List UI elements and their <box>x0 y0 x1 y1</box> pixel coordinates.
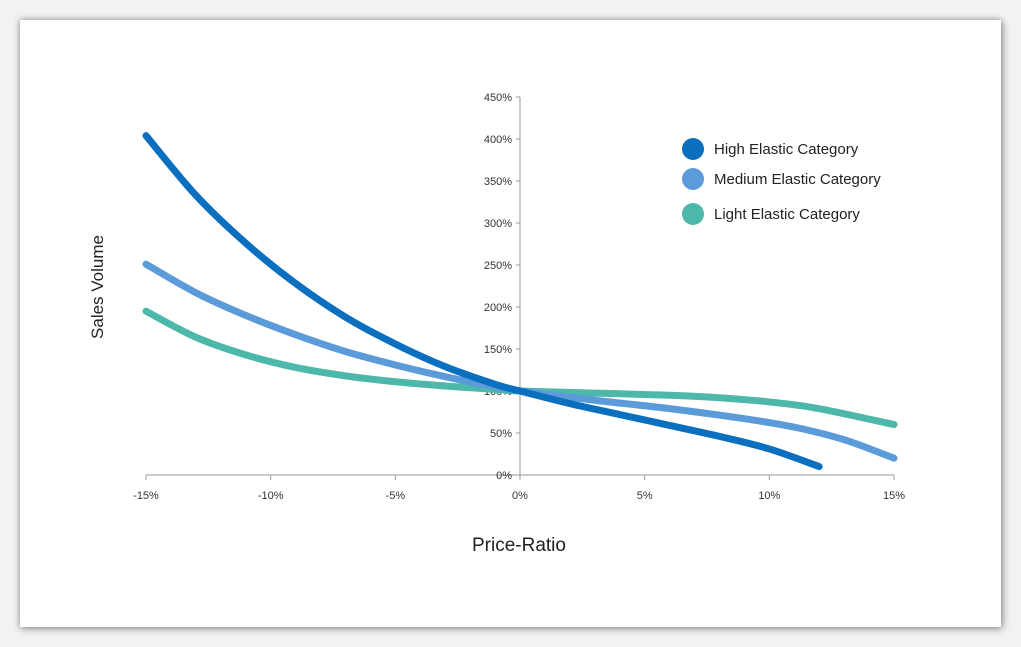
legend-marker <box>682 203 704 225</box>
y-tick-label: 350% <box>484 176 512 188</box>
y-tick-label: 450% <box>484 92 512 104</box>
series-lines <box>142 132 898 471</box>
chart-card: 0% 50% 100% 150% 200% 250% 300% 350% 400% 450% -1… <box>20 20 1001 627</box>
x-tick-label: -10% <box>258 490 284 502</box>
x-tick-label: 15% <box>883 490 905 502</box>
y-tick-label: 50% <box>490 428 512 440</box>
x-tick-label: 0% <box>512 490 528 502</box>
x-axis-ticks: -15% -10% -5% 0% 5% 10% 15% <box>133 475 905 502</box>
legend-label: High Elastic Category <box>714 141 859 158</box>
y-tick-label: 150% <box>484 344 512 356</box>
legend-label: Light Elastic Category <box>714 206 860 223</box>
legend-marker <box>682 168 704 190</box>
x-axis-title: Price-Ratio <box>472 535 566 556</box>
y-axis-title: Sales Volume <box>88 235 107 339</box>
x-tick-label: -15% <box>133 490 159 502</box>
x-tick-label: -5% <box>386 490 406 502</box>
y-tick-label: 200% <box>484 302 512 314</box>
x-tick-label: 10% <box>758 490 780 502</box>
legend: High Elastic Category Medium Elastic Cate… <box>682 138 881 225</box>
y-axis-ticks: 0%50%100%150%200%250%300%350%400%450% <box>484 92 520 482</box>
chart-svg: 0%50%100%150%200%250%300%350%400%450% -1… <box>88 92 905 556</box>
y-tick-label: 300% <box>484 218 512 230</box>
y-tick-label: 250% <box>484 260 512 272</box>
legend-label: Medium Elastic Category <box>714 171 881 188</box>
x-tick-label: 5% <box>637 490 653 502</box>
y-tick-label: 0% <box>496 470 512 482</box>
legend-marker <box>682 138 704 160</box>
y-tick-label: 400% <box>484 134 512 146</box>
series-line-high-elastic-category <box>142 132 823 471</box>
